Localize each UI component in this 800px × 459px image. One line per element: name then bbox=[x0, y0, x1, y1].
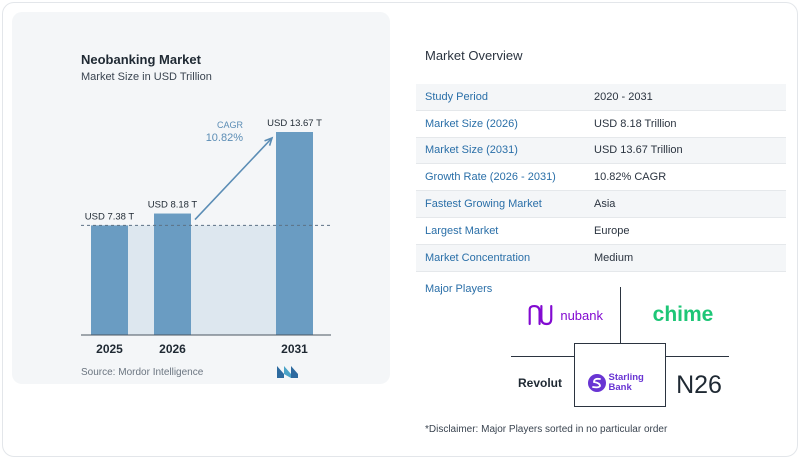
overview-value: Asia bbox=[594, 198, 616, 211]
bar-2026 bbox=[154, 213, 191, 335]
overview-key: Fastest Growing Market bbox=[425, 198, 542, 211]
overview-title: Market Overview bbox=[425, 48, 523, 63]
n26-label: N26 bbox=[676, 370, 722, 399]
overview-row: Market Size (2026) USD 8.18 Trillion bbox=[416, 111, 786, 138]
overview-key: Market Size (2031) bbox=[425, 144, 518, 157]
players-title: Major Players bbox=[425, 283, 493, 295]
disclaimer-text: *Disclaimer: Major Players sorted in no … bbox=[425, 424, 668, 435]
overview-key: Growth Rate (2026 - 2031) bbox=[425, 171, 556, 184]
source-text: Source: Mordor Intelligence bbox=[81, 367, 204, 378]
overview-key: Market Size (2026) bbox=[425, 117, 518, 130]
bar-2031 bbox=[276, 132, 313, 335]
overview-key: Study Period bbox=[425, 90, 488, 103]
data-label-2026: USD 8.18 T bbox=[148, 200, 198, 211]
n26-logo: N26 bbox=[668, 368, 730, 402]
chart-subtitle: Market Size in USD Trillion bbox=[81, 71, 212, 83]
overview-row: Market Size (2031) USD 13.67 Trillion bbox=[416, 137, 786, 165]
cagr-value: 10.82% bbox=[206, 132, 244, 144]
chime-logo: chime bbox=[640, 300, 726, 330]
starling-bank-logo: Starling Bank bbox=[582, 366, 660, 400]
bar-2025 bbox=[91, 225, 128, 335]
overview-value: 10.82% CAGR bbox=[594, 171, 667, 184]
data-label-2025: USD 7.38 T bbox=[85, 211, 135, 222]
overview-value: Europe bbox=[594, 224, 630, 237]
chime-label: chime bbox=[652, 303, 714, 326]
overview-value: USD 8.18 Trillion bbox=[594, 117, 677, 130]
x-tick-2026: 2026 bbox=[159, 342, 186, 356]
revolut-label: Revolut bbox=[517, 376, 562, 390]
starling-bank-icon bbox=[587, 374, 606, 392]
nubank-logo: nubank bbox=[527, 300, 603, 330]
cagr-label: CAGR bbox=[217, 120, 244, 130]
starling-bank-label: Starling Bank bbox=[608, 372, 644, 393]
overview-value: Medium bbox=[594, 251, 634, 264]
overview-row: Study Period 2020 - 2031 bbox=[416, 84, 786, 111]
overview-table: Study Period 2020 - 2031 Market Size (2026… bbox=[416, 84, 786, 272]
grid-line bbox=[665, 356, 729, 357]
revolut-logo: Revolut bbox=[512, 373, 568, 393]
overview-value: 2020 - 2031 bbox=[594, 90, 653, 103]
chart-title: Neobanking Market bbox=[81, 52, 201, 67]
grid-line bbox=[574, 343, 666, 344]
cagr-arrow-line bbox=[194, 137, 273, 221]
data-label-2031: USD 13.67 T bbox=[267, 118, 322, 129]
grid-line bbox=[574, 343, 575, 406]
overview-row: Growth Rate (2026 - 2031) 10.82% CAGR bbox=[416, 164, 786, 192]
bar-chart: USD 7.38 T USD 8.18 T USD 13.67 T 2025 2026 2… bbox=[81, 118, 331, 356]
grid-line bbox=[574, 406, 666, 407]
overview-row: Market Concentration Medium bbox=[416, 244, 786, 272]
overview-key: Largest Market bbox=[425, 224, 499, 237]
overview-value: USD 13.67 Trillion bbox=[594, 144, 683, 157]
grid-line bbox=[620, 287, 621, 343]
overview-key: Market Concentration bbox=[425, 251, 531, 264]
cagr-arrow-head bbox=[264, 136, 274, 146]
overview-row: Largest Market Europe bbox=[416, 218, 786, 245]
x-tick-2031: 2031 bbox=[281, 342, 308, 356]
nubank-label: nubank bbox=[560, 307, 603, 323]
grid-line bbox=[665, 343, 666, 406]
mordor-intelligence-logo-icon bbox=[277, 365, 303, 383]
grid-line bbox=[511, 356, 574, 357]
overview-row: Fastest Growing Market Asia bbox=[416, 191, 786, 218]
x-tick-2025: 2025 bbox=[96, 342, 123, 356]
